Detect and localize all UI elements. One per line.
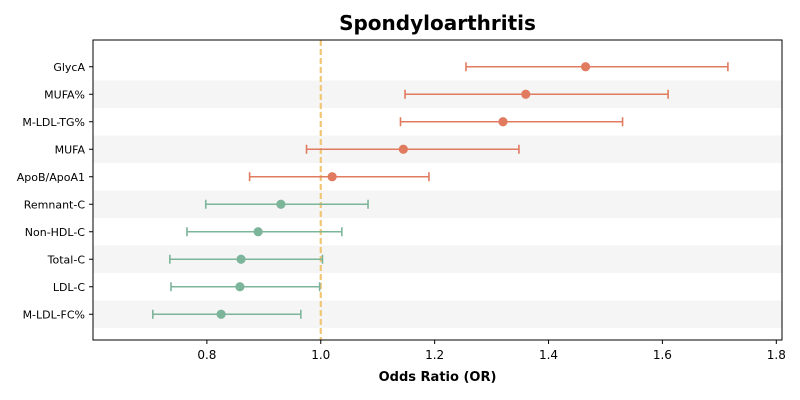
y-tick-label: Total-C [47,253,86,266]
y-tick-label: Non-HDL-C [25,226,86,239]
estimate-row [170,282,321,292]
or-point [580,62,591,72]
y-tick-label: GlycA [53,61,85,74]
estimate-row [305,144,520,154]
estimate-row [248,172,430,182]
or-point [235,282,245,292]
y-tick-label: MUFA [55,143,86,156]
estimate-row [204,199,369,209]
or-point [327,172,337,182]
estimate-marks [151,62,729,319]
x-axis-ticks: 0.8 1.0 1.2 1.4 1.6 1.8 [197,340,786,362]
or-point [398,144,408,154]
estimate-row [399,117,624,127]
y-tick-label: ApoB/ApoA1 [17,171,85,184]
y-tick-label: MUFA% [44,88,85,101]
or-point [521,89,531,99]
x-tick-label: 1.2 [425,348,444,362]
x-tick-label: 1.4 [539,348,558,362]
y-tick-label: M-LDL-FC% [23,308,85,321]
or-point [276,199,286,209]
x-tick-label: 1.6 [653,348,672,362]
x-tick-label: 0.8 [197,348,216,362]
or-point [498,117,508,127]
plot-frame [92,39,783,341]
x-tick-label: 1.8 [767,348,786,362]
y-tick-label: M-LDL-TG% [22,116,85,129]
or-point [253,227,263,237]
row-band [93,190,782,218]
x-tick-label: 1.0 [311,348,330,362]
estimate-row [186,227,343,237]
y-tick-label: LDL-C [53,281,86,294]
estimate-row [169,254,324,264]
y-axis-ticks: GlycA MUFA% M-LDL-TG% MUFA ApoB/ApoA1 Remnant… [17,61,93,321]
estimate-row [151,309,302,319]
row-bands [93,80,782,328]
or-point [216,309,226,319]
or-point [236,254,246,264]
chart-title: Spondyloarthritis [339,11,536,35]
y-tick-label: Remnant-C [24,198,86,211]
estimate-row [404,89,669,99]
estimate-row [465,62,729,72]
x-axis-label: Odds Ratio (OR) [379,370,497,385]
